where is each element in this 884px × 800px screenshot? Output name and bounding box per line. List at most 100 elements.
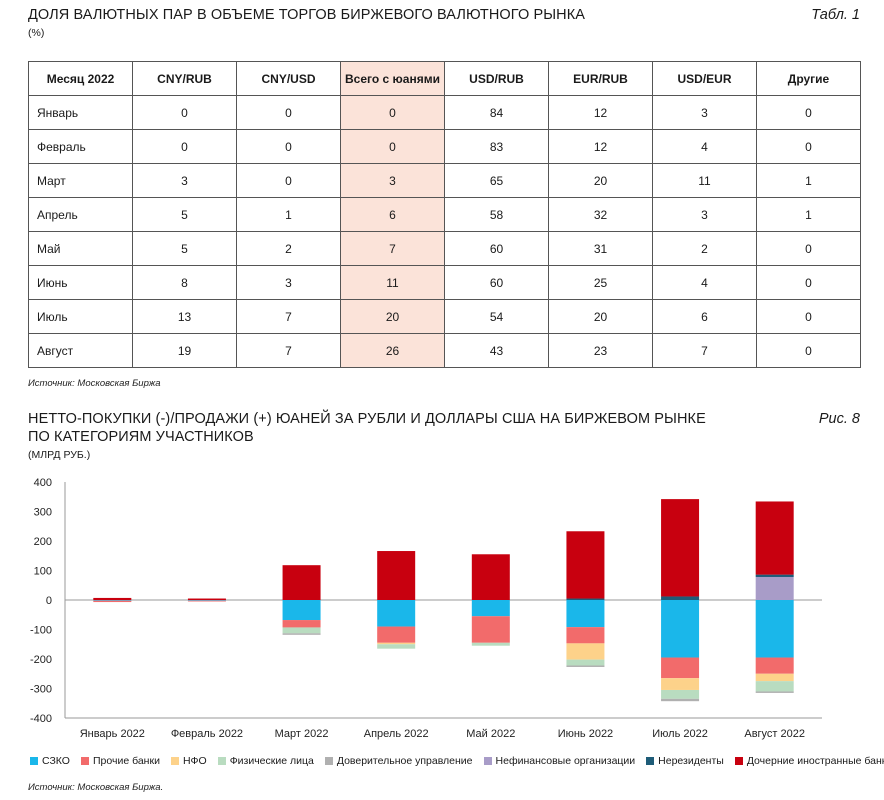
column-header: Всего с юанями — [340, 61, 445, 96]
value-cell: 26 — [340, 333, 445, 368]
legend-label: Нерезиденты — [658, 755, 724, 767]
value-cell: 7 — [652, 333, 757, 368]
bar-segment — [282, 565, 321, 600]
value-cell: 0 — [756, 95, 861, 130]
value-cell: 7 — [340, 231, 445, 266]
value-cell: 0 — [756, 129, 861, 164]
chart-label: Рис. 8 — [818, 411, 860, 427]
stacked-bar-chart: 400 300 200 100 0 -100 -200 -300 -400 Январь 2022… — [30, 477, 822, 740]
legend-label: Доверительное управление — [336, 755, 473, 767]
column-header: EUR/RUB — [548, 61, 653, 96]
x-tick-label: Январь 2022 — [80, 728, 145, 740]
bar-segment — [93, 600, 132, 601]
value-cell: 7 — [236, 299, 341, 334]
legend-label: СЗКО — [42, 755, 70, 767]
bar-segment — [755, 600, 794, 658]
month-cell: Июнь — [28, 265, 133, 300]
chart-title-line1: НЕТТО-ПОКУПКИ (-)/ПРОДАЖИ (+) ЮАНЕЙ ЗА Р… — [28, 411, 706, 427]
value-cell: 58 — [444, 197, 549, 232]
month-cell: Март — [28, 163, 133, 198]
y-tick-label: 400 — [34, 477, 52, 489]
table-row: Август 19 7 26 43 23 7 0 — [28, 333, 861, 368]
value-cell: 84 — [444, 95, 549, 130]
bar-segment — [566, 659, 605, 666]
bar-segment — [755, 576, 794, 600]
table-row: Июль 13 7 20 54 20 6 0 — [28, 299, 861, 334]
legend-label: Физические лица — [229, 755, 314, 767]
value-cell: 5 — [132, 197, 237, 232]
value-cell: 7 — [236, 333, 341, 368]
legend-item: Доверительное управление — [324, 755, 473, 767]
legend-item: Прочие банки — [80, 755, 160, 767]
column-header: Месяц 2022 — [28, 61, 133, 96]
y-tick-label: 0 — [46, 595, 52, 607]
bar-segment — [377, 626, 416, 643]
bar-segment — [755, 657, 794, 674]
table-title: ДОЛЯ ВАЛЮТНЫХ ПАР В ОБЪЕМЕ ТОРГОВ БИРЖЕВ… — [28, 7, 586, 23]
month-cell: Февраль — [28, 129, 133, 164]
legend-label: Дочерние иностранные банки — [746, 755, 884, 767]
table-row: Апрель 5 1 6 58 32 3 1 — [28, 197, 861, 232]
bar-segment — [755, 501, 794, 575]
x-tick-label: Апрель 2022 — [364, 728, 429, 740]
month-cell: Январь — [28, 95, 133, 130]
chart-unit: (МЛРД РУБ.) — [28, 449, 91, 461]
bar-segment — [377, 642, 416, 645]
value-cell: 32 — [548, 197, 653, 232]
y-tick-label: 200 — [34, 536, 52, 548]
y-tick-label: 300 — [34, 507, 52, 519]
bar-segment — [187, 600, 226, 602]
chart-source: Источник: Московская Биржа. — [28, 782, 164, 793]
bar-segment — [755, 681, 794, 692]
value-cell: 11 — [652, 163, 757, 198]
x-tick-label: Февраль 2022 — [171, 728, 243, 740]
value-cell: 43 — [444, 333, 549, 368]
bar-segment — [471, 616, 510, 643]
bar-segment — [661, 499, 700, 597]
value-cell: 0 — [340, 129, 445, 164]
legend-label: НФО — [182, 755, 207, 767]
value-cell: 54 — [444, 299, 549, 334]
bar-segment — [282, 633, 321, 635]
value-cell: 1 — [236, 197, 341, 232]
legend-swatch — [170, 757, 179, 765]
legend-swatch — [646, 757, 655, 765]
bar-segment — [755, 574, 794, 577]
value-cell: 0 — [236, 95, 341, 130]
value-cell: 83 — [444, 129, 549, 164]
value-cell: 0 — [756, 231, 861, 266]
bar-segment — [471, 600, 510, 617]
table-unit: (%) — [28, 27, 45, 39]
y-tick-label: -200 — [30, 654, 52, 666]
legend-item: Нефинансовые организации — [483, 755, 636, 767]
bar-segment — [282, 600, 321, 621]
bar-segment — [93, 600, 132, 603]
value-cell: 1 — [756, 163, 861, 198]
value-cell: 60 — [444, 265, 549, 300]
column-header: USD/RUB — [444, 61, 549, 96]
value-cell: 0 — [132, 95, 237, 130]
month-cell: Май — [28, 231, 133, 266]
table-label: Табл. 1 — [811, 7, 860, 23]
bar-segment — [93, 597, 132, 600]
x-tick-label: Май 2022 — [466, 728, 515, 740]
bar-segment — [282, 627, 321, 634]
value-cell: 13 — [132, 299, 237, 334]
bar-segment — [661, 678, 700, 690]
bar-segment — [566, 531, 605, 599]
value-cell: 20 — [548, 299, 653, 334]
bar-segment — [377, 600, 416, 627]
bar-segment — [566, 627, 605, 644]
chart-legend: СЗКО Прочие банки НФО Физические лица Довери… — [30, 752, 884, 770]
value-cell: 6 — [340, 197, 445, 232]
bar-segment — [661, 657, 700, 679]
bar-segment — [377, 644, 416, 649]
value-cell: 1 — [756, 197, 861, 232]
value-cell: 0 — [756, 299, 861, 334]
y-tick-label: -300 — [30, 684, 52, 696]
value-cell: 20 — [548, 163, 653, 198]
bar-segment — [755, 691, 794, 693]
y-tick-label: -400 — [30, 713, 52, 725]
bar-segment — [566, 665, 605, 667]
legend-label: Нефинансовые организации — [495, 755, 636, 767]
